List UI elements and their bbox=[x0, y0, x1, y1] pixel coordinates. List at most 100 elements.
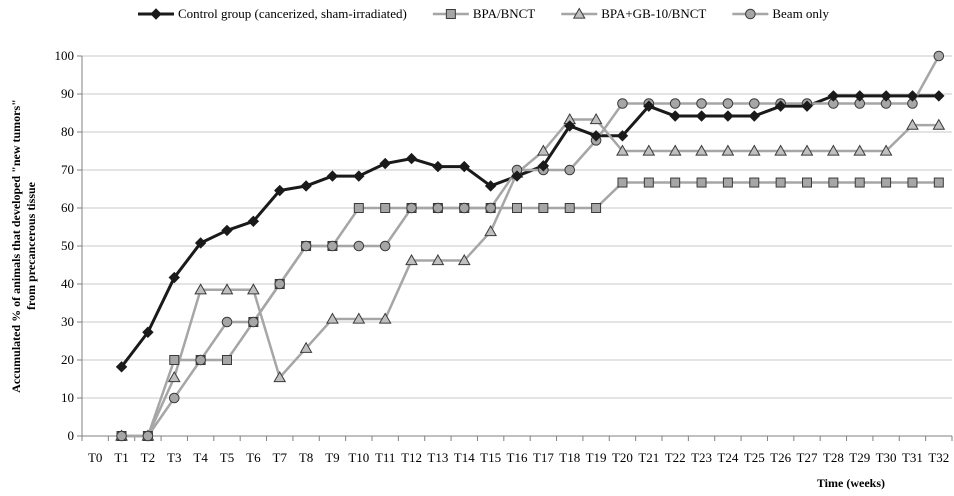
data-point-circle bbox=[274, 278, 286, 290]
x-tick-label: T6 bbox=[246, 450, 261, 465]
data-point-triangle bbox=[299, 341, 313, 353]
data-point-square bbox=[670, 177, 681, 188]
data-point-circle bbox=[696, 98, 707, 109]
x-tick-label: T21 bbox=[638, 450, 659, 465]
x-tick-label: T4 bbox=[193, 450, 208, 465]
data-point-square bbox=[775, 177, 786, 188]
data-point-triangle bbox=[800, 144, 814, 156]
data-point-square bbox=[881, 177, 892, 188]
data-point-diamond bbox=[695, 110, 708, 122]
data-point-diamond bbox=[906, 90, 919, 102]
legend-label: BPA/BNCT bbox=[473, 6, 535, 21]
data-point-triangle bbox=[247, 283, 260, 295]
y-tick-label: 100 bbox=[55, 48, 75, 63]
data-point-triangle bbox=[853, 144, 867, 156]
data-point-triangle bbox=[457, 253, 471, 266]
y-tick-label: 60 bbox=[61, 200, 74, 215]
y-tick-label: 50 bbox=[61, 238, 74, 253]
x-tick-label: T18 bbox=[559, 450, 580, 465]
x-tick-label: T9 bbox=[325, 450, 339, 465]
data-point-square bbox=[591, 203, 602, 213]
data-point-circle bbox=[221, 316, 233, 328]
x-tick-label: T32 bbox=[928, 450, 949, 465]
x-tick-label: T3 bbox=[167, 450, 181, 465]
data-point-square bbox=[222, 355, 232, 365]
x-tick-label: T23 bbox=[691, 450, 712, 465]
legend: Control group (cancerized, sham-irradiat… bbox=[138, 6, 830, 21]
data-point-diamond bbox=[511, 170, 523, 182]
data-point-circle bbox=[669, 98, 681, 109]
data-point-circle bbox=[142, 430, 154, 442]
data-point-square bbox=[564, 203, 575, 213]
data-point-diamond bbox=[827, 90, 840, 102]
x-tick-label: T11 bbox=[375, 450, 395, 465]
legend-label: Control group (cancerized, sham-irradiat… bbox=[178, 6, 407, 21]
x-tick-label: T17 bbox=[533, 450, 554, 465]
data-point-diamond bbox=[669, 110, 681, 122]
data-point-diamond bbox=[722, 110, 734, 122]
data-point-diamond bbox=[854, 90, 866, 102]
y-tick-label: 10 bbox=[61, 390, 74, 405]
data-point-square bbox=[353, 203, 364, 213]
x-tick-label: T29 bbox=[849, 450, 870, 465]
x-tick-label: T7 bbox=[273, 450, 288, 465]
series-markers bbox=[115, 50, 946, 442]
data-point-triangle bbox=[668, 144, 682, 156]
legend-marker-triangle bbox=[572, 7, 586, 19]
data-point-diamond bbox=[115, 361, 128, 373]
data-point-diamond bbox=[801, 100, 813, 112]
data-point-diamond bbox=[748, 110, 760, 122]
data-point-diamond bbox=[326, 170, 339, 182]
data-point-triangle bbox=[879, 144, 893, 156]
data-point-triangle bbox=[273, 370, 287, 383]
data-point-circle bbox=[116, 430, 127, 442]
data-point-triangle bbox=[326, 312, 339, 324]
data-point-diamond bbox=[564, 120, 576, 132]
data-point-square bbox=[617, 177, 628, 188]
data-point-triangle bbox=[695, 144, 708, 156]
y-tick-label: 20 bbox=[61, 352, 74, 367]
x-tick-label: T10 bbox=[348, 450, 369, 465]
data-point-triangle bbox=[616, 144, 629, 156]
data-point-circle bbox=[195, 354, 206, 366]
y-axis-title-line-2: from precancerous tissue bbox=[24, 181, 38, 310]
data-point-square bbox=[907, 177, 918, 188]
data-point-triangle bbox=[167, 370, 181, 383]
data-point-diamond bbox=[274, 184, 286, 197]
data-point-diamond bbox=[353, 170, 365, 182]
legend-label: BPA+GB-10/BNCT bbox=[601, 6, 706, 21]
data-point-diamond bbox=[168, 271, 180, 284]
data-point-square bbox=[380, 203, 391, 213]
data-point-circle bbox=[617, 98, 628, 109]
x-tick-label: T28 bbox=[823, 450, 844, 465]
data-point-square bbox=[696, 177, 707, 188]
data-point-circle bbox=[353, 240, 365, 252]
data-point-triangle bbox=[431, 253, 445, 266]
data-point-diamond bbox=[484, 180, 497, 192]
data-point-circle bbox=[379, 240, 391, 252]
x-axis-title: Time (weeks) bbox=[817, 476, 885, 490]
data-point-square bbox=[538, 203, 549, 213]
data-point-triangle bbox=[194, 283, 207, 295]
data-point-triangle bbox=[642, 144, 656, 156]
data-point-circle bbox=[300, 240, 312, 252]
y-tick-label: 70 bbox=[61, 162, 74, 177]
data-point-square bbox=[722, 177, 733, 188]
data-point-diamond bbox=[405, 152, 418, 165]
legend-marker-circle bbox=[745, 8, 756, 20]
data-point-circle bbox=[168, 392, 180, 404]
y-tick-label: 30 bbox=[61, 314, 74, 329]
data-point-triangle bbox=[589, 112, 603, 125]
data-point-diamond bbox=[616, 130, 629, 142]
data-point-diamond bbox=[774, 100, 787, 112]
data-point-diamond bbox=[142, 326, 154, 338]
x-tick-label: T19 bbox=[586, 450, 607, 465]
data-point-square bbox=[802, 177, 812, 188]
data-point-circle bbox=[406, 202, 417, 214]
data-point-circle bbox=[722, 98, 734, 109]
data-point-square bbox=[643, 177, 654, 188]
data-point-diamond bbox=[933, 90, 945, 102]
data-point-square bbox=[512, 203, 522, 213]
x-tick-label: T20 bbox=[612, 450, 633, 465]
data-point-diamond bbox=[590, 130, 602, 142]
